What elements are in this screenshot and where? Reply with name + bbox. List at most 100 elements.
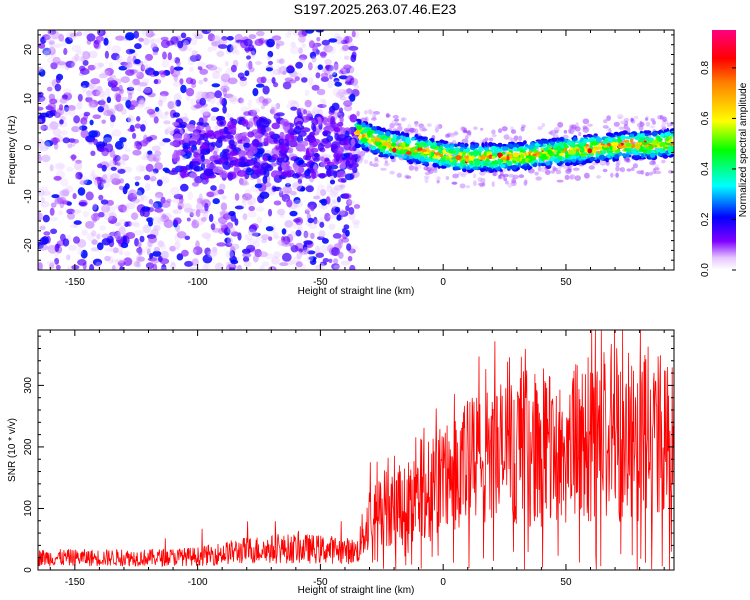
noise-blob: [311, 171, 317, 180]
noise-blob: [152, 70, 160, 76]
noise-blob: [339, 209, 346, 216]
noise-blob: [38, 140, 45, 149]
signal-blob: [450, 145, 454, 150]
noise-blob: [38, 106, 44, 111]
noise-blob: [106, 205, 116, 214]
signal-blob: [501, 151, 506, 155]
noise-blob: [248, 205, 255, 212]
signal-blob: [455, 155, 462, 161]
signal-blob: [602, 141, 608, 145]
noise-blob: [95, 35, 104, 42]
noise-blob: [345, 159, 351, 167]
noise-blob: [47, 30, 53, 37]
noise-blob: [227, 77, 238, 85]
noise-blob: [175, 130, 180, 135]
halo-blob: [563, 164, 568, 169]
signal-blob: [425, 159, 432, 162]
signal-blob: [641, 142, 648, 146]
noise-blob: [79, 125, 88, 131]
halo-blob: [534, 171, 539, 176]
noise-blob: [275, 102, 281, 110]
noise-blob: [127, 192, 138, 202]
noise-blob: [75, 171, 83, 180]
noise-blob: [172, 121, 180, 126]
noise-blob: [103, 37, 109, 46]
halo-blob: [571, 128, 577, 132]
noise-blob: [311, 117, 319, 126]
noise-blob: [320, 161, 327, 168]
halo-blob: [622, 121, 628, 125]
halo-blob: [356, 110, 360, 117]
noise-blob: [253, 161, 261, 169]
noise-blob: [118, 226, 126, 234]
halo-blob: [510, 126, 514, 131]
noise-blob: [230, 259, 239, 265]
noise-blob: [273, 251, 281, 259]
noise-blob: [64, 36, 73, 45]
noise-blob: [242, 193, 253, 201]
noise-blob: [337, 146, 344, 155]
signal-blob: [468, 151, 476, 156]
signal-blob: [385, 131, 391, 137]
noise-blob: [152, 51, 159, 56]
noise-blob: [342, 193, 352, 200]
noise-blob: [133, 69, 141, 77]
noise-blob: [106, 199, 114, 206]
noise-blob: [189, 172, 198, 179]
noise-blob: [40, 196, 45, 204]
signal-blob: [433, 164, 437, 168]
noise-blob: [52, 127, 61, 137]
noise-blob: [272, 231, 279, 239]
signal-blob: [648, 144, 654, 149]
noise-blob: [117, 204, 127, 211]
noise-blob: [343, 152, 351, 158]
noise-blob: [251, 138, 260, 147]
noise-blob: [140, 195, 149, 201]
noise-blob: [45, 124, 55, 131]
noise-blob: [337, 170, 346, 178]
signal-blob: [527, 144, 535, 150]
halo-blob: [518, 174, 525, 179]
noise-blob: [302, 231, 312, 239]
signal-blob: [354, 143, 361, 149]
noise-blob: [312, 107, 319, 115]
signal-blob: [478, 150, 482, 156]
noise-blob: [256, 216, 263, 224]
noise-blob: [154, 106, 160, 112]
noise-blob: [229, 150, 238, 157]
noise-blob: [323, 45, 334, 53]
noise-blob: [338, 238, 344, 245]
noise-blob: [102, 137, 113, 143]
noise-blob: [281, 138, 289, 146]
y-tick-label: 300: [23, 377, 34, 394]
noise-blob: [111, 177, 121, 186]
halo-blob: [384, 163, 389, 167]
noise-blob: [206, 94, 211, 102]
noise-blob: [211, 83, 221, 88]
noise-blob: [172, 209, 182, 215]
noise-blob: [143, 37, 150, 46]
noise-blob: [305, 206, 311, 212]
noise-blob: [72, 193, 77, 200]
noise-blob: [73, 236, 80, 244]
noise-blob: [294, 76, 300, 82]
noise-blob: [307, 217, 314, 224]
x-tick-label: -100: [188, 277, 208, 288]
signal-blob: [483, 162, 489, 166]
noise-blob: [317, 229, 327, 238]
noise-blob: [212, 70, 220, 80]
noise-blob: [152, 46, 159, 53]
noise-blob: [157, 216, 164, 225]
halo-blob: [473, 180, 477, 187]
signal-blob: [369, 134, 374, 138]
noise-blob: [61, 39, 67, 47]
noise-blob: [337, 240, 343, 249]
noise-blob: [281, 152, 287, 160]
noise-blob: [254, 169, 259, 175]
noise-blob: [332, 87, 342, 97]
noise-blob: [163, 120, 171, 125]
noise-blob: [120, 76, 130, 83]
noise-blob: [315, 72, 321, 79]
noise-blob: [316, 88, 326, 96]
noise-blob: [217, 189, 225, 195]
